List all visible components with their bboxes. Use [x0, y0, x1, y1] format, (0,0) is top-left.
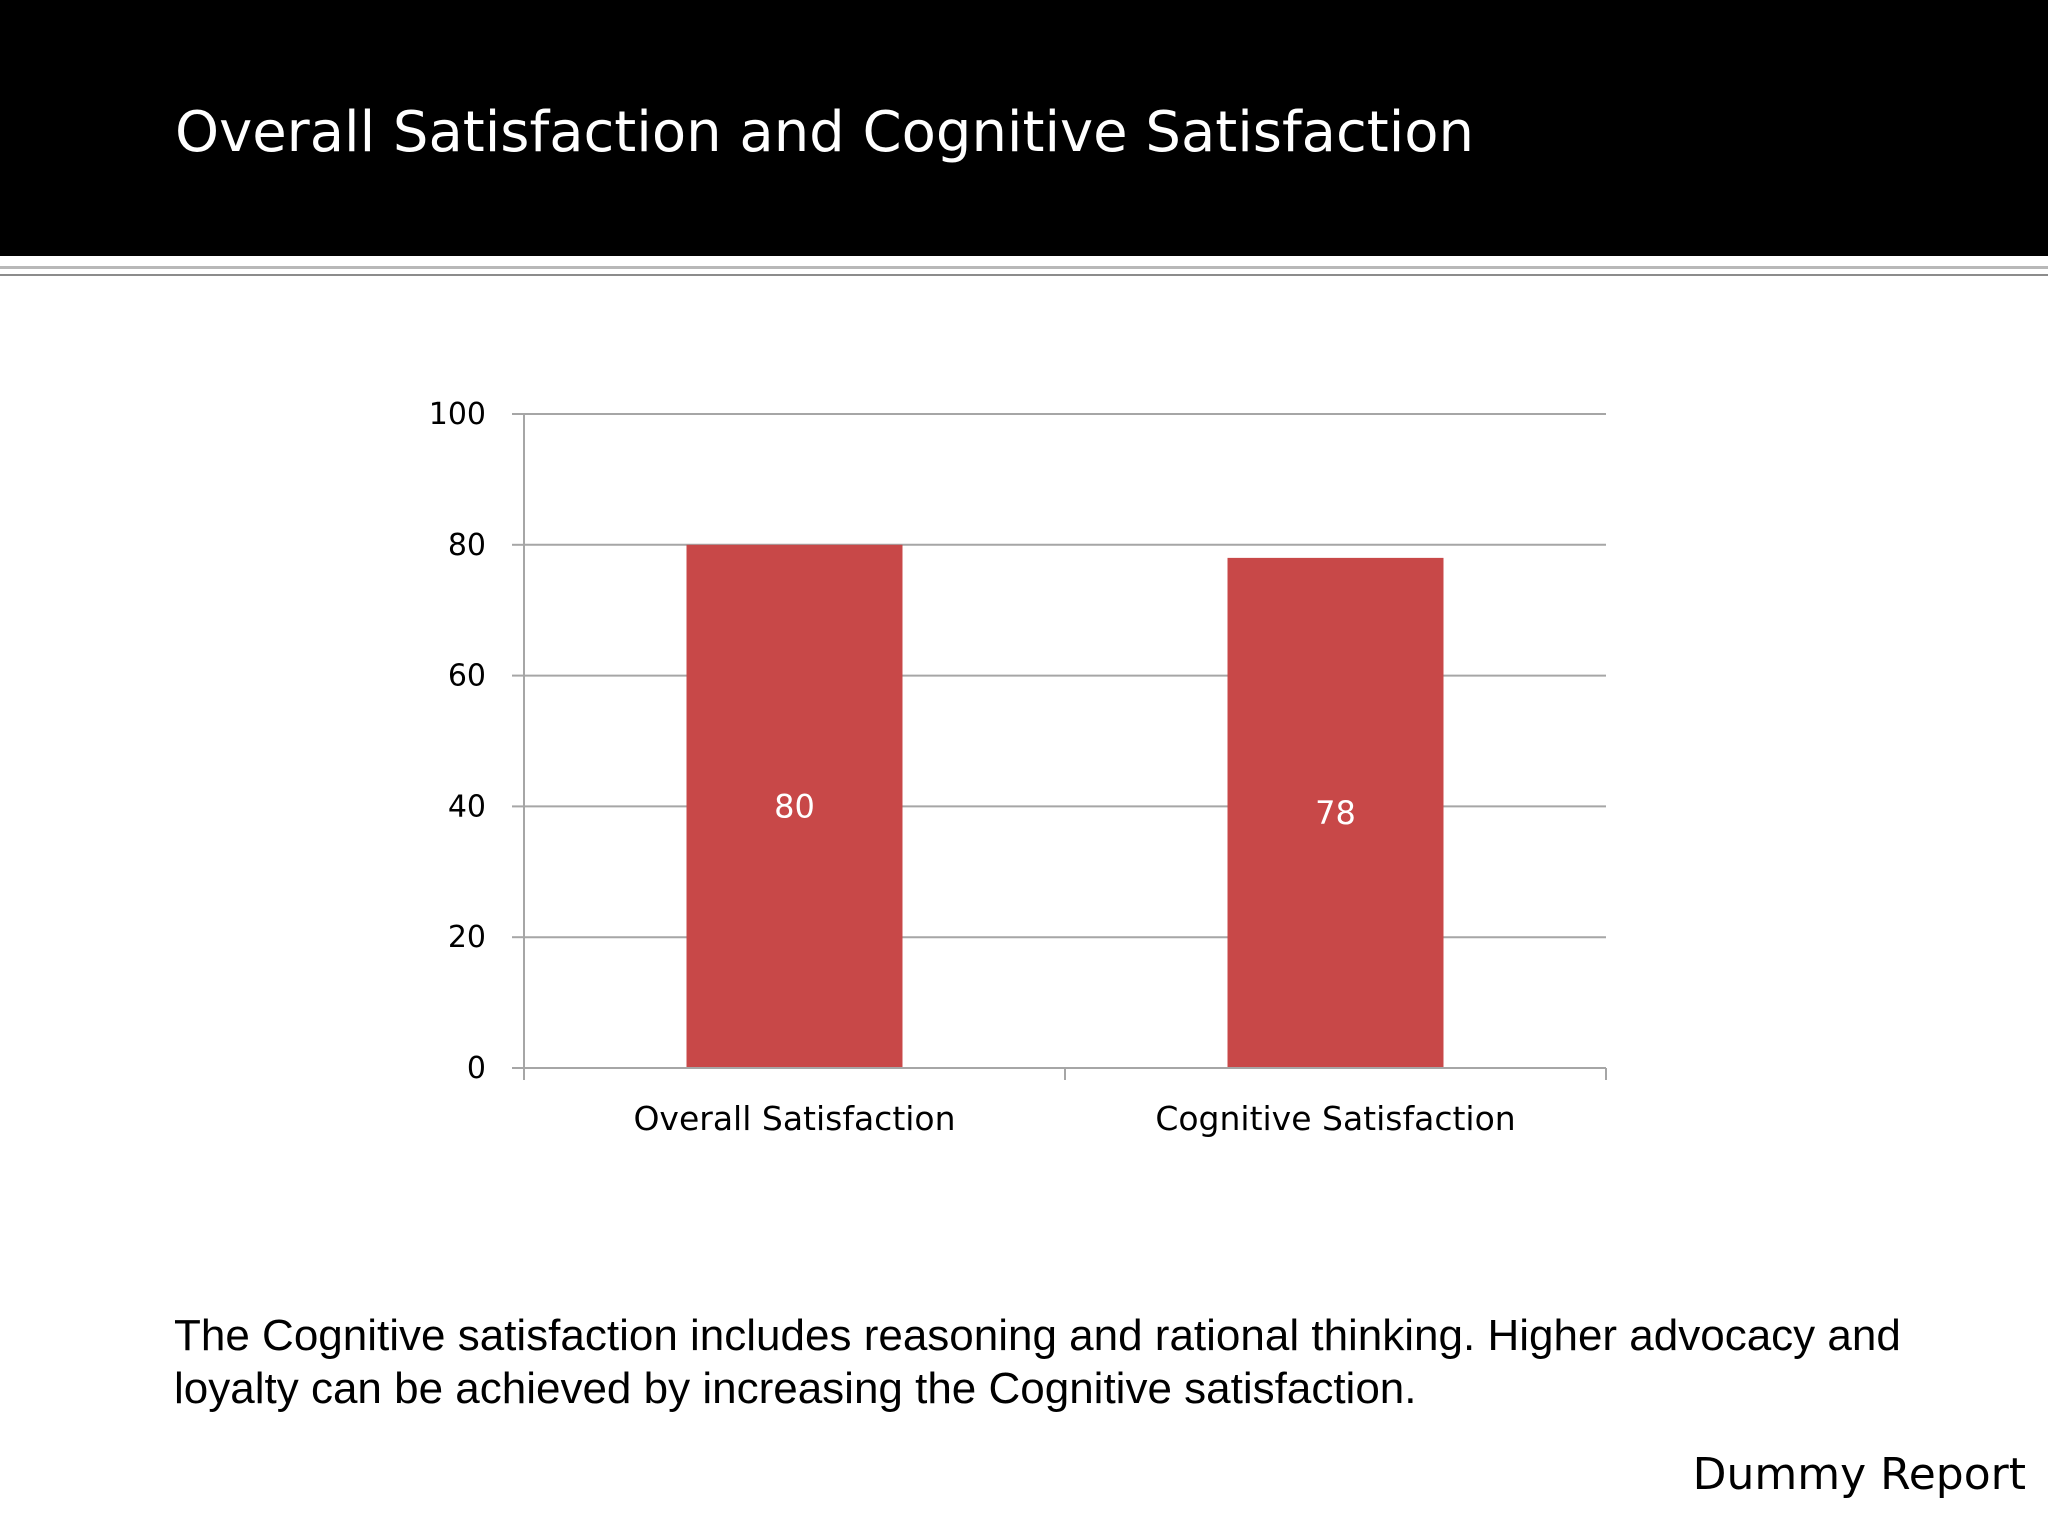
chart-labels: 0 20 40 60 80 100 80 Overall Satisfaction 78 Cogn…	[429, 397, 1516, 1138]
chart-bars	[686, 544, 1444, 1068]
y-tick-label: 80	[448, 528, 486, 563]
chart-gridlines	[524, 413, 1606, 939]
y-tick-label: 60	[448, 659, 486, 694]
slide-title: Overall Satisfaction and Cognitive Satis…	[175, 100, 1475, 165]
header-divider-dark	[0, 274, 2048, 276]
bar-2	[1227, 557, 1444, 1068]
y-tick-label: 40	[448, 789, 486, 824]
x-category-label: Overall Satisfaction	[633, 1099, 955, 1138]
bar-1	[686, 544, 903, 1068]
header-divider-light	[0, 266, 2048, 269]
y-tick-label: 0	[467, 1051, 486, 1086]
x-category-label: Cognitive Satisfaction	[1155, 1099, 1515, 1138]
slide-body-text: The Cognitive satisfaction includes reas…	[174, 1311, 1901, 1413]
y-tick-label: 20	[448, 920, 486, 955]
slide-header: Overall Satisfaction and Cognitive Satis…	[0, 0, 2048, 256]
bar-data-label: 78	[1315, 794, 1356, 832]
y-tick-label: 100	[429, 397, 486, 432]
bar-data-label: 80	[774, 787, 815, 825]
chart-axes	[512, 413, 1607, 1080]
slide-footer: Dummy Report	[1692, 1449, 2026, 1500]
